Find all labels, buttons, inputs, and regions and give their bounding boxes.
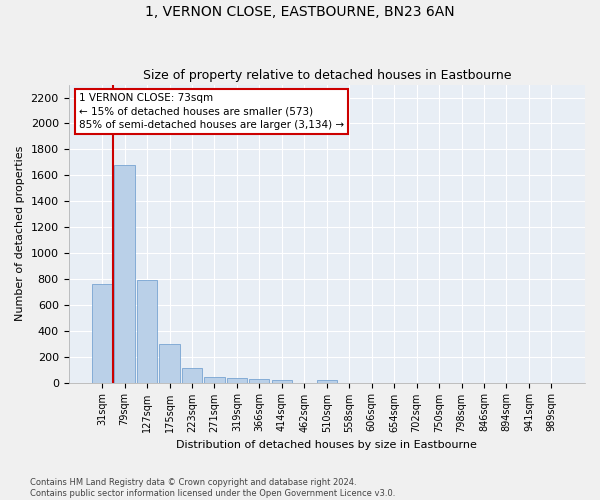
Y-axis label: Number of detached properties: Number of detached properties: [15, 146, 25, 322]
Text: 1, VERNON CLOSE, EASTBOURNE, BN23 6AN: 1, VERNON CLOSE, EASTBOURNE, BN23 6AN: [145, 5, 455, 19]
Title: Size of property relative to detached houses in Eastbourne: Size of property relative to detached ho…: [143, 69, 511, 82]
Bar: [115, 165, 134, 382]
Bar: [182, 368, 202, 382]
Text: 1 VERNON CLOSE: 73sqm
← 15% of detached houses are smaller (573)
85% of semi-det: 1 VERNON CLOSE: 73sqm ← 15% of detached …: [79, 94, 344, 130]
Bar: [92, 284, 112, 382]
Bar: [227, 378, 247, 382]
Bar: [317, 380, 337, 382]
Bar: [137, 280, 157, 382]
Text: Contains HM Land Registry data © Crown copyright and database right 2024.
Contai: Contains HM Land Registry data © Crown c…: [30, 478, 395, 498]
Bar: [205, 377, 224, 382]
Bar: [160, 344, 179, 382]
Bar: [249, 380, 269, 382]
Bar: [272, 380, 292, 382]
X-axis label: Distribution of detached houses by size in Eastbourne: Distribution of detached houses by size …: [176, 440, 477, 450]
